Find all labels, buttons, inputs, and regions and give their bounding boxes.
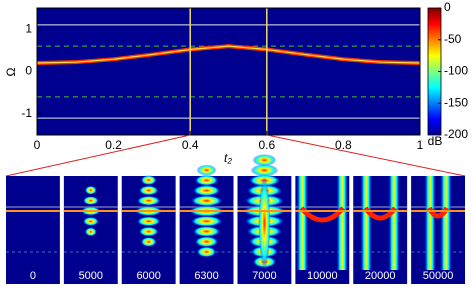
inset-pattern — [138, 226, 159, 237]
colorbar-label: dB — [428, 134, 443, 148]
x-tick-label: 0.8 — [335, 138, 352, 152]
inset-pattern — [388, 176, 401, 270]
inset-pattern — [360, 176, 373, 270]
inset-pattern — [82, 216, 99, 226]
colorbar-tick-label: 0 — [444, 0, 451, 14]
inset-label: 6300 — [194, 270, 218, 282]
inset-pattern — [84, 185, 97, 195]
colorbar-tick-label: -150 — [444, 95, 468, 109]
inset-pattern — [138, 185, 159, 196]
inset-pattern — [140, 236, 157, 247]
x-tick-label: 0.4 — [182, 138, 199, 152]
y-tick-label: 0 — [25, 64, 32, 78]
inset-panel: 0 — [6, 176, 60, 284]
inset-label: 10000 — [307, 270, 338, 282]
inset-pattern — [192, 185, 221, 197]
inset-label: 0 — [30, 270, 36, 282]
inset-pattern — [424, 176, 437, 270]
inset-pattern — [190, 215, 223, 227]
inset-field — [6, 176, 60, 284]
inset-label: 5000 — [79, 270, 103, 282]
inset-pattern — [140, 175, 157, 186]
inset-pattern — [296, 176, 309, 270]
curve-core — [36, 45, 421, 64]
inset-pattern — [196, 164, 217, 176]
x-tick-label: 1 — [417, 138, 424, 152]
y-tick-label: 1 — [25, 21, 32, 35]
inset-panel: 6300 — [179, 164, 234, 284]
inset-pattern — [84, 227, 97, 237]
inset-pattern — [192, 225, 221, 237]
colorbar-tick-label: -200 — [444, 127, 468, 141]
inset-field — [411, 176, 465, 284]
y-tick-label: -1 — [21, 106, 32, 120]
inset-pattern — [136, 216, 161, 227]
inset-panel: 6000 — [121, 175, 176, 284]
inset-pattern — [250, 164, 279, 177]
inset-panel: 10000 — [295, 176, 350, 284]
colorbar-tick-label: -100 — [444, 64, 468, 78]
inset-pattern — [258, 176, 271, 270]
y-axis-label: Ω — [4, 67, 18, 76]
inset-panel: 50000 — [411, 176, 465, 284]
x-tick-label: 0 — [34, 138, 41, 152]
inset-pattern — [136, 195, 161, 206]
inset-pattern — [194, 174, 219, 186]
inset-panel: 7000 — [237, 154, 292, 284]
inset-label: 7000 — [252, 270, 276, 282]
x-axis-label: t₂ — [224, 151, 232, 165]
x-tick-label: 0.6 — [258, 138, 275, 152]
inset-pattern — [82, 196, 99, 206]
inset-pattern — [194, 236, 219, 248]
zoom-connector — [266, 134, 466, 177]
x-tick-label: 0.2 — [105, 138, 122, 152]
inset-label: 20000 — [365, 270, 396, 282]
inset-pattern — [336, 176, 349, 270]
inset-panel: 5000 — [63, 176, 118, 284]
inset-panel: 20000 — [353, 176, 408, 284]
inset-pattern — [196, 246, 217, 258]
zoom-connector — [5, 134, 191, 177]
heatmap-field — [37, 8, 420, 135]
inset-pattern — [440, 176, 452, 270]
inset-pattern — [252, 154, 277, 167]
colorbar-tick-label: -50 — [444, 32, 462, 46]
inset-label: 50000 — [423, 270, 454, 282]
inset-label: 6000 — [136, 270, 160, 282]
inset-pattern — [190, 195, 223, 207]
